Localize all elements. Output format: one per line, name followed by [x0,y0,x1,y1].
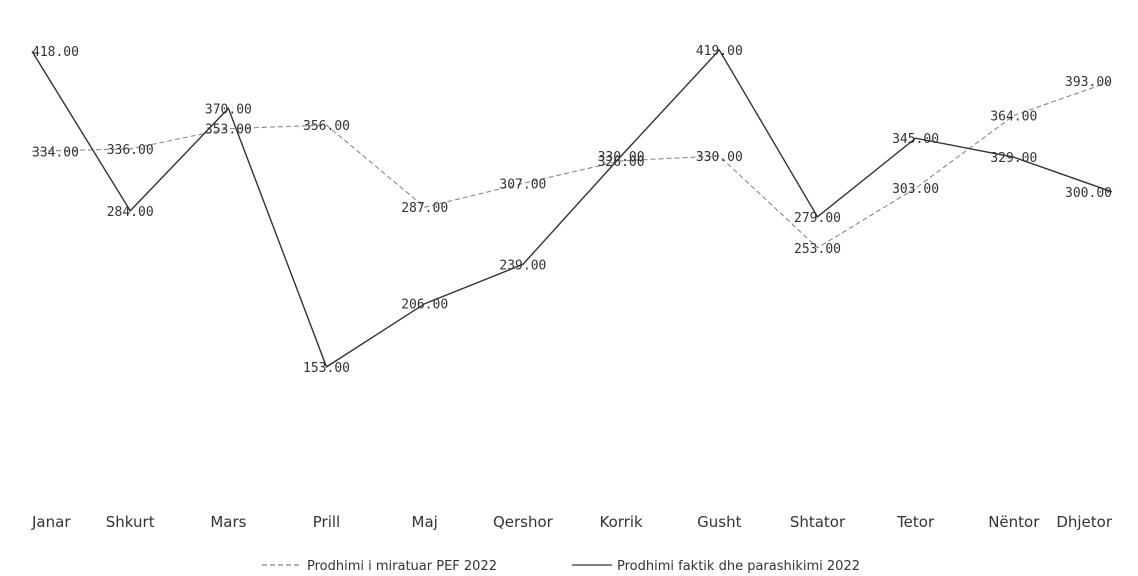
data-label-s1-p4: 206.00 [401,298,448,313]
legend-entry-faktik: Prodhimi faktik dhe parashikimi 2022 [572,559,860,574]
data-label-s1-p1: 284.00 [107,205,154,220]
x-tick-label-1: Shkurt [106,513,155,531]
data-label-s1-p0: 418.00 [32,45,79,60]
data-labels: 334.00 336.00 353.00 356.00 287.00 307.00 326.… [32,44,1112,376]
data-label-s0-p7: 330.00 [696,150,743,165]
data-label-s1-p3: 153.00 [303,361,350,376]
x-tick-label-10: Nëntor [988,513,1040,531]
x-tick-label-9: Tetor [896,513,935,531]
data-label-s0-p6: 326.00 [598,155,645,170]
legend: Prodhimi i miratuar PEF 2022 Prodhimi fa… [262,559,860,574]
x-tick-label-5: Qershor [493,513,554,531]
x-tick-label-8: Shtator [790,513,846,531]
x-tick-label-3: Prill [313,513,340,531]
data-label-s1-p9: 345.00 [892,132,939,147]
data-label-s0-p9: 303.00 [892,182,939,197]
data-label-s0-p3: 356.00 [303,119,350,134]
data-label-s0-p8: 253.00 [794,242,841,257]
x-axis-tick-labels: Janar Shkurt Mars Prill Maj Qershor Korrik Gush… [31,513,1113,531]
data-label-s1-p7: 419.00 [696,44,743,59]
data-label-s1-p6: 330.00 [598,150,645,165]
data-label-s0-p2: 353.00 [205,123,252,138]
x-tick-label-4: Maj [412,513,438,531]
series-lines [31,48,1113,368]
data-label-s1-p8: 279.00 [794,211,841,226]
x-tick-label-0: Janar [31,513,71,531]
x-tick-label-7: Gusht [697,513,741,531]
data-label-s0-p0: 334.00 [32,145,79,160]
data-label-s0-p10: 364.00 [990,110,1037,125]
data-label-s0-p4: 287.00 [401,201,448,216]
data-label-s1-p2: 370.00 [205,102,252,117]
legend-entry-pef: Prodhimi i miratuar PEF 2022 [262,559,497,574]
legend-label-faktik: Prodhimi faktik dhe parashikimi 2022 [617,559,860,574]
data-label-s1-p5: 239.00 [499,258,546,273]
data-label-s0-p5: 307.00 [499,177,546,192]
data-label-s1-p11: 300.00 [1065,186,1112,201]
data-label-s1-p10: 329.00 [990,151,1037,166]
series-line-1 [31,48,1113,368]
data-label-s0-p1: 336.00 [107,143,154,158]
x-tick-label-2: Mars [210,513,246,531]
series-line-0 [31,80,1113,249]
legend-label-pef: Prodhimi i miratuar PEF 2022 [307,559,497,574]
data-label-s0-p11: 393.00 [1065,75,1112,90]
x-tick-label-11: Dhjetor [1056,513,1113,531]
x-tick-label-6: Korrik [599,513,643,531]
